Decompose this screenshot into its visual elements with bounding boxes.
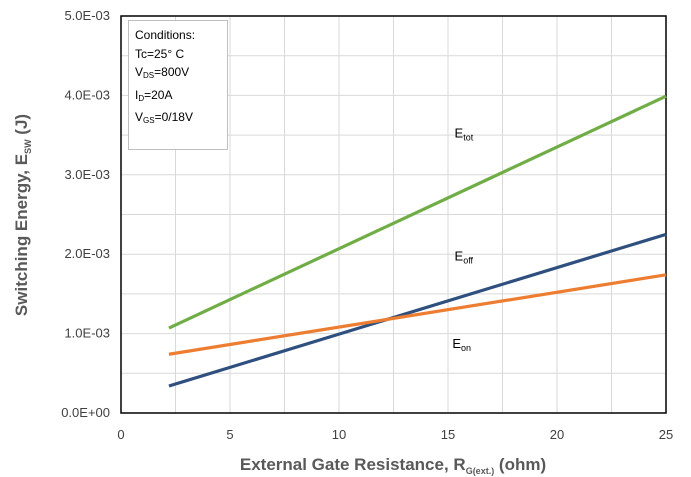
y-axis-title: Switching Energy, ESW (J) (12, 114, 33, 316)
y-tick-labels: 0.0E+00 1.0E-03 2.0E-03 3.0E-03 4.0E-03 5.0E-… (61, 8, 110, 420)
y-tick-label: 0.0E+00 (61, 405, 110, 420)
curve-label-tot: Etot (455, 125, 474, 142)
series-line-tot (168, 94, 667, 330)
x-tick-label: 25 (659, 427, 673, 442)
y-tick-label: 1.0E-03 (64, 326, 110, 341)
x-tick-label: 15 (441, 427, 455, 442)
x-tick-labels: 0 5 10 15 20 25 (117, 427, 673, 442)
x-tick-label: 10 (332, 427, 346, 442)
series-line-off (168, 232, 667, 388)
conditions-box: Conditions: Tc=25° C VDS=800V ID=20A VGS=0/… (128, 20, 228, 150)
x-tick-label: 20 (550, 427, 564, 442)
conditions-line: VGS=0/18V (135, 110, 193, 125)
conditions-line: Tc=25° C (135, 46, 185, 61)
series-line-on (168, 273, 667, 356)
y-tick-label: 3.0E-03 (64, 167, 110, 182)
y-tick-label: 4.0E-03 (64, 87, 110, 102)
conditions-line: ID=20A (135, 87, 173, 103)
curve-labels: Etot Eoff Eon (452, 125, 473, 352)
conditions-title: Conditions: (135, 28, 196, 42)
y-tick-label: 5.0E-03 (64, 8, 110, 23)
plot-area (120, 15, 667, 414)
x-tick-label: 0 (117, 427, 124, 442)
series-lines (168, 94, 667, 388)
conditions-line: VDS=800V (135, 65, 190, 80)
gridlines (121, 16, 666, 413)
conditions-list: Tc=25° C VDS=800V ID=20A VGS=0/18V (135, 45, 227, 131)
curve-label-off: Eoff (455, 249, 474, 266)
x-tick-label: 5 (226, 427, 233, 442)
x-axis-title: External Gate Resistance, RG(ext.) (ohm) (240, 455, 546, 476)
y-tick-label: 2.0E-03 (64, 246, 110, 261)
curve-label-on: Eon (452, 336, 471, 353)
